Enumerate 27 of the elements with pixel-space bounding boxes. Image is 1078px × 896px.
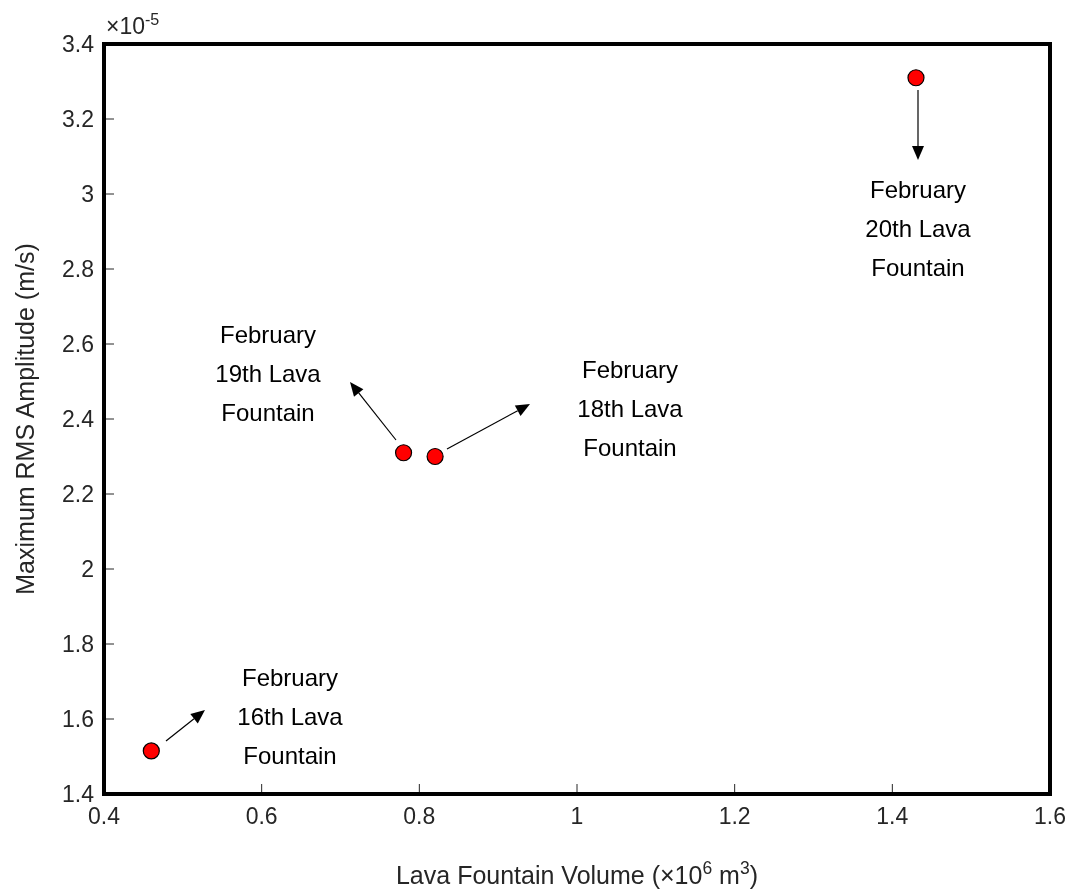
x-tick-label: 1 [570, 803, 584, 829]
annotation: February 19th Lava Fountain [215, 321, 322, 427]
text: ×10$^{-5}$ [106, 10, 160, 39]
annotation: February 20th Lava Fountain [865, 176, 972, 282]
y-tick-label: 2 [81, 556, 94, 583]
x-axis-title: Lava Fountain Volume (×10$^{6}$ m$^{3}$) [395, 858, 759, 889]
x-tick-label: 1.6 [1034, 803, 1066, 829]
y-tick-label: 1.6 [62, 706, 94, 733]
point [394, 444, 413, 462]
x-tick-label: 0.6 [245, 803, 278, 829]
x-tick-label: 1.4 [876, 803, 909, 829]
point [907, 69, 925, 87]
x-tick-label: 0.8 [403, 803, 436, 829]
y-tick-label: 2.8 [62, 256, 94, 283]
y-tick-label: 3.4 [62, 31, 95, 58]
x-tick-label: 1.2 [718, 803, 751, 829]
y-tick-label: 2.6 [62, 331, 94, 358]
point [142, 742, 160, 760]
y-tick-label: 1.8 [62, 631, 94, 658]
y-axis-title: Maximum RMS Amplitude (m/s) [11, 243, 39, 595]
annotation: February 16th Lava Fountain [237, 664, 344, 770]
y-tick-label: 3.2 [62, 106, 94, 133]
y-tick-label: 3 [81, 181, 94, 208]
point [426, 447, 444, 466]
y-tick-label: 2.4 [62, 406, 95, 433]
y-tick-label: 2.2 [62, 481, 94, 508]
annotation: February 18th Lava Fountain [577, 356, 684, 462]
